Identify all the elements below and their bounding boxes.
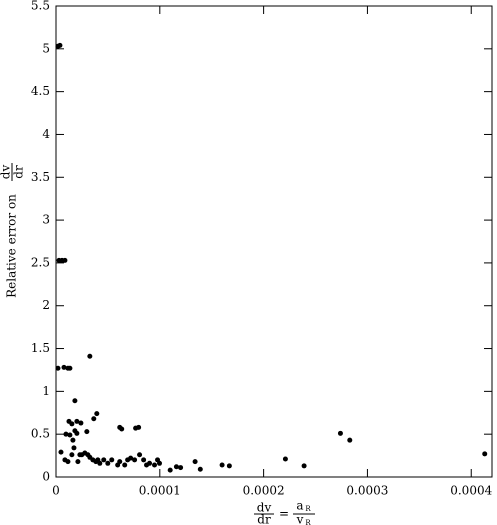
y-tick-label: 3 — [42, 213, 50, 227]
point — [117, 459, 123, 465]
y-tick-label: 4 — [42, 127, 50, 141]
point — [69, 452, 75, 458]
point — [67, 365, 73, 371]
y-label-den: dr — [12, 165, 26, 179]
point — [128, 455, 134, 461]
point — [66, 418, 72, 424]
x-label-lhs-den: dr — [257, 513, 271, 525]
point — [97, 460, 103, 466]
y-tick-label: 2.5 — [31, 255, 50, 269]
point — [119, 426, 125, 432]
point — [87, 353, 93, 359]
point — [226, 463, 232, 469]
point — [167, 467, 173, 473]
point — [71, 445, 77, 451]
point — [61, 364, 67, 370]
point — [219, 462, 225, 468]
x-tick-label: 0.0001 — [139, 484, 181, 498]
y-tick-label: 5.5 — [31, 0, 50, 13]
y-tick-label: 1.5 — [31, 341, 50, 355]
y-tick-label: 1 — [42, 384, 50, 398]
y-tick-label: 4.5 — [31, 84, 50, 98]
x-tick-label: 0.0003 — [346, 484, 388, 498]
point — [101, 457, 107, 463]
point — [282, 456, 288, 462]
x-tick-label: 0.0002 — [243, 484, 285, 498]
x-label-rhs-den-sub: R — [305, 519, 311, 525]
y-tick-label: 0.5 — [31, 427, 50, 441]
point — [122, 462, 128, 468]
x-label-eq: = — [279, 507, 289, 521]
point — [137, 452, 143, 458]
point — [55, 365, 61, 371]
plot-frame — [55, 5, 493, 478]
x-label-rhs-den: v — [296, 513, 304, 525]
point — [197, 466, 203, 472]
y-tick-label: 2 — [42, 298, 50, 312]
x-tick-label: 0 — [52, 484, 60, 498]
point — [301, 463, 307, 469]
point — [109, 457, 115, 463]
x-label-lhs-num: dv — [257, 501, 272, 515]
point — [84, 429, 90, 435]
point — [132, 457, 138, 463]
point — [75, 459, 81, 465]
y-axis-label: Relative error on dv dr — [0, 163, 26, 298]
point — [173, 464, 179, 470]
x-label-rhs-num: a — [296, 499, 303, 513]
point — [78, 420, 84, 426]
point — [94, 411, 100, 417]
point — [192, 459, 198, 465]
point — [178, 465, 184, 471]
y-label-num: dv — [0, 165, 13, 180]
x-axis-label: dv dr = a R v R — [254, 499, 315, 525]
point — [63, 431, 69, 437]
y-label-text: Relative error on — [5, 194, 19, 298]
y-tick-label: 5 — [42, 41, 50, 55]
point — [67, 432, 73, 438]
point — [91, 416, 97, 422]
point — [337, 430, 343, 436]
point — [152, 462, 158, 468]
point — [147, 460, 153, 466]
y-tick-label: 3.5 — [31, 170, 50, 184]
point — [58, 449, 64, 455]
point — [105, 460, 111, 466]
x-label-rhs-num-sub: R — [305, 505, 311, 513]
point — [62, 257, 68, 263]
point — [156, 460, 162, 466]
point — [65, 459, 71, 465]
point — [74, 418, 80, 424]
x-tick-label: 0.0004 — [450, 484, 492, 498]
point — [141, 457, 147, 463]
point — [74, 430, 80, 436]
y-tick-label: 0 — [42, 470, 50, 484]
point — [72, 398, 78, 404]
point — [136, 424, 142, 430]
point — [57, 42, 63, 48]
point — [347, 437, 353, 443]
point — [70, 437, 76, 443]
point — [482, 451, 488, 457]
